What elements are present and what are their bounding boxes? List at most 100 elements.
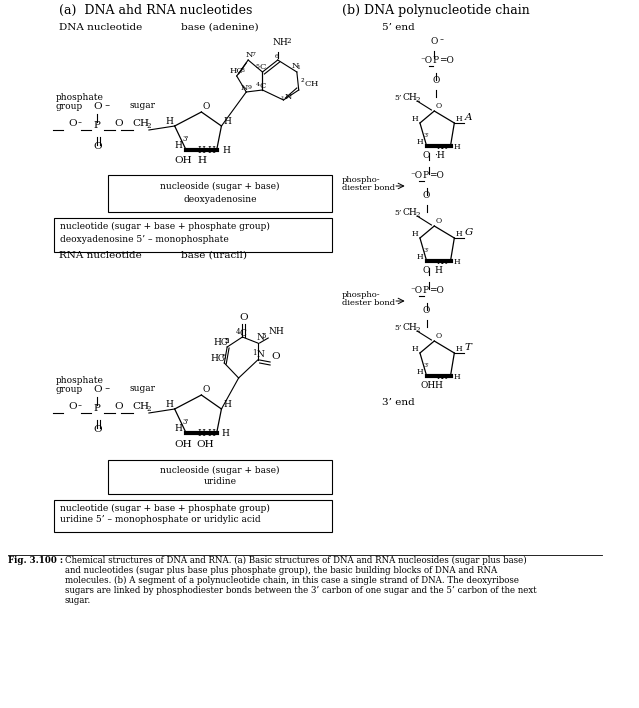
Text: O: O [423, 191, 430, 200]
Text: phosphate: phosphate [56, 93, 104, 102]
Text: $^2$CH: $^2$CH [300, 76, 319, 89]
Text: and nucleotides (sugar plus base plus phosphate group), the basic building block: and nucleotides (sugar plus base plus ph… [65, 566, 497, 575]
Text: 2: 2 [415, 96, 420, 104]
Text: 3': 3' [424, 363, 429, 368]
Text: H: H [436, 143, 443, 151]
Text: 3': 3' [182, 135, 189, 143]
Text: O: O [423, 266, 430, 275]
Text: O: O [93, 142, 102, 151]
Text: G: G [465, 228, 473, 237]
Text: P: P [423, 286, 429, 295]
Text: H: H [435, 266, 442, 275]
Text: 4: 4 [236, 328, 240, 336]
Text: O: O [423, 306, 430, 315]
Text: 2: 2 [224, 337, 229, 345]
Text: OH: OH [174, 156, 192, 165]
Text: HC: HC [229, 67, 243, 75]
Text: O: O [93, 425, 102, 434]
Text: P: P [93, 121, 100, 130]
Text: H: H [436, 373, 443, 381]
Text: Fig. 3.100 :: Fig. 3.100 : [8, 556, 66, 565]
Text: 3: 3 [261, 332, 266, 340]
Text: P: P [93, 404, 100, 413]
Text: H: H [416, 138, 423, 146]
Text: H: H [441, 373, 447, 381]
Text: H: H [455, 230, 462, 238]
Text: H: H [197, 429, 206, 438]
Text: OH: OH [197, 440, 214, 449]
Text: O: O [69, 119, 77, 128]
Text: 9: 9 [247, 85, 251, 90]
Text: H: H [453, 258, 460, 266]
Text: H: H [453, 373, 460, 381]
Text: O: O [240, 313, 248, 322]
Text: H: H [165, 117, 173, 126]
Text: O: O [93, 385, 102, 394]
Text: H: H [224, 117, 231, 126]
Text: uridine: uridine [203, 477, 236, 486]
Text: sugar.: sugar. [65, 596, 91, 605]
Text: OH: OH [174, 440, 192, 449]
Text: NH: NH [268, 327, 284, 336]
Text: nucleotide (sugar + base + phosphate group): nucleotide (sugar + base + phosphate gro… [60, 222, 270, 231]
Text: RNA nucleotide: RNA nucleotide [59, 251, 142, 260]
Text: O: O [203, 102, 210, 111]
Text: C: C [240, 329, 247, 338]
Text: 6: 6 [222, 353, 226, 361]
Text: =O: =O [429, 171, 444, 180]
Text: 2: 2 [146, 405, 151, 413]
Text: H: H [222, 146, 230, 155]
Text: $^-$: $^-$ [76, 119, 83, 127]
Text: N: N [257, 350, 265, 359]
Text: O: O [69, 402, 77, 411]
Text: 5’: 5’ [394, 94, 401, 102]
Text: nucleoside (sugar + base): nucleoside (sugar + base) [160, 466, 280, 475]
Text: OH: OH [421, 381, 436, 390]
Text: H: H [207, 429, 215, 438]
Text: 3’ end: 3’ end [381, 398, 415, 407]
FancyBboxPatch shape [54, 500, 332, 532]
Text: ⁻O: ⁻O [420, 56, 432, 65]
Text: 2: 2 [415, 211, 420, 219]
Text: N: N [257, 333, 265, 342]
Text: 1: 1 [296, 65, 300, 70]
Text: H: H [207, 146, 215, 155]
Text: P: P [423, 171, 429, 180]
Text: =O: =O [429, 286, 444, 295]
Text: T: T [465, 343, 472, 352]
Text: H: H [455, 115, 462, 123]
Text: N: N [245, 51, 252, 59]
Text: 5’: 5’ [394, 324, 401, 332]
Text: 7: 7 [252, 52, 256, 57]
Text: H: H [224, 400, 231, 409]
Text: $^-$: $^-$ [103, 102, 111, 111]
Text: H: H [416, 368, 423, 376]
Text: HC: HC [214, 338, 229, 347]
Text: H: H [435, 381, 442, 390]
Text: H: H [412, 230, 418, 238]
Text: A: A [465, 113, 472, 122]
Text: C: C [259, 63, 266, 71]
Text: O: O [114, 402, 123, 411]
Text: diester bond: diester bond [342, 184, 395, 192]
Text: phosphate: phosphate [56, 376, 104, 385]
FancyBboxPatch shape [108, 175, 332, 212]
Text: group: group [56, 385, 82, 394]
Text: O: O [435, 217, 442, 225]
Text: 5: 5 [224, 337, 229, 345]
Text: 2: 2 [286, 37, 291, 45]
Text: ⁻O: ⁻O [410, 286, 422, 295]
Text: 6: 6 [275, 54, 279, 59]
Text: H: H [197, 146, 206, 155]
Text: O: O [114, 119, 123, 128]
Text: CH: CH [403, 93, 417, 102]
Text: H: H [222, 429, 229, 438]
Text: nucleotide (sugar + base + phosphate group): nucleotide (sugar + base + phosphate gro… [60, 504, 270, 513]
Text: C: C [259, 82, 266, 90]
Text: CH: CH [403, 208, 417, 217]
Text: H: H [174, 141, 183, 150]
Text: sugar: sugar [130, 101, 156, 110]
FancyBboxPatch shape [108, 460, 332, 494]
Text: (b) DNA polynucleotide chain: (b) DNA polynucleotide chain [342, 4, 530, 17]
Text: O: O [271, 352, 280, 361]
